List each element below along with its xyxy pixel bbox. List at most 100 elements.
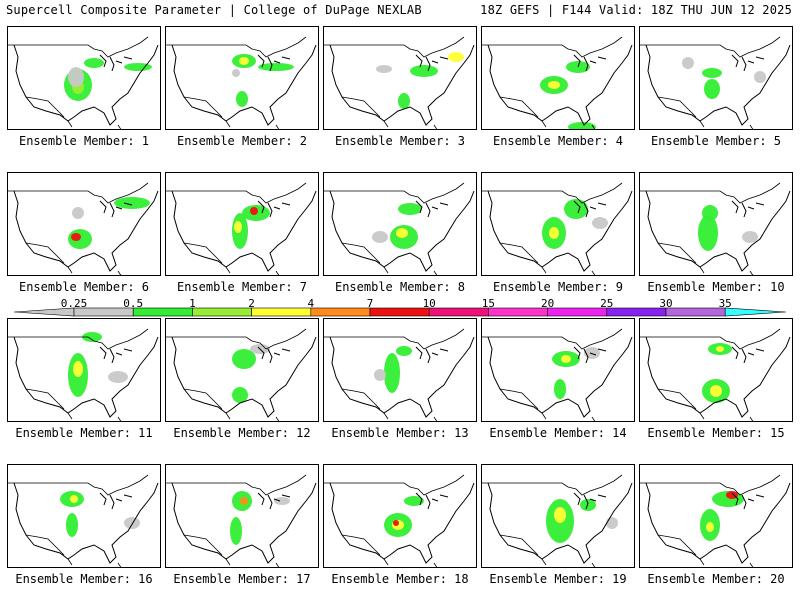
colorbar-bin (428, 307, 489, 317)
canada-border (640, 474, 781, 496)
scp-contour (448, 52, 464, 62)
scp-contour (84, 58, 104, 68)
colorbar-tick-label: 35 (718, 297, 732, 310)
ensemble-member-label: Ensemble Member: 6 (18, 280, 150, 294)
ensemble-map-6 (7, 172, 161, 276)
ensemble-map-14 (481, 318, 635, 422)
scp-contour (72, 207, 84, 219)
canada-border (640, 36, 781, 58)
great-lakes (257, 200, 291, 218)
canada-border (640, 182, 781, 204)
ensemble-member-label: Ensemble Member: 17 (173, 572, 311, 586)
scp-contour (554, 379, 566, 399)
colorbar-tick-label: 7 (366, 297, 374, 310)
mexico-border (341, 96, 381, 118)
scp-contour (232, 69, 240, 77)
gulf-islands (383, 558, 438, 567)
scp-contour (564, 199, 588, 219)
colorbar-tick-label: 2 (248, 297, 255, 310)
scp-contour (234, 221, 242, 233)
great-lakes (257, 54, 291, 72)
coastline (171, 336, 317, 418)
ensemble-map-12 (165, 318, 319, 422)
canada-border (166, 328, 307, 350)
ensemble-map-18 (323, 464, 477, 568)
scp-contour (108, 371, 128, 383)
canada-border (324, 36, 465, 58)
great-lakes (573, 492, 607, 510)
colorbar-tick-label: 1 (189, 297, 196, 310)
gulf-islands (383, 120, 438, 129)
us-map (8, 36, 159, 129)
ensemble-member-label: Ensemble Member: 5 (650, 134, 782, 148)
colorbar-graphic (13, 307, 787, 317)
mexico-border (25, 388, 65, 410)
great-lakes (731, 492, 765, 510)
gulf-islands (541, 412, 596, 421)
colorbar-tick-label: 15 (481, 297, 496, 310)
ensemble-member-label: Ensemble Member: 7 (176, 280, 308, 294)
gulf-islands (383, 412, 438, 421)
canada-border (166, 474, 307, 496)
canada-border (8, 36, 149, 58)
scp-contour (71, 233, 81, 241)
us-map (166, 182, 317, 275)
mexico-border (341, 534, 381, 556)
coastline (329, 44, 475, 126)
colorbar-tick-label: 4 (307, 297, 315, 310)
mexico-border (499, 242, 539, 264)
mexico-border (25, 96, 65, 118)
scp-contour (698, 215, 718, 251)
scp-contour (592, 217, 608, 229)
ensemble-map-13 (323, 318, 477, 422)
ensemble-map-3 (323, 26, 477, 130)
us-map (640, 474, 791, 567)
ensemble-member-label: Ensemble Member: 12 (173, 426, 311, 440)
scp-contour (702, 205, 718, 221)
gulf-islands (699, 558, 754, 567)
us-map (640, 182, 791, 275)
colorbar-tick-label: 20 (540, 297, 555, 310)
ensemble-member-label: Ensemble Member: 9 (492, 280, 624, 294)
great-lakes (257, 346, 291, 364)
gulf-islands (67, 412, 122, 421)
scp-contour (606, 517, 618, 529)
scp-contour (554, 507, 566, 523)
us-map (324, 474, 475, 567)
great-lakes (99, 492, 133, 510)
scp-contour (549, 227, 559, 239)
mexico-border (657, 96, 697, 118)
gulf-islands (541, 266, 596, 275)
gulf-islands (225, 120, 280, 129)
ensemble-map-4 (481, 26, 635, 130)
colorbar-right-arrow (724, 307, 787, 317)
gulf-islands (699, 120, 754, 129)
canada-border (8, 474, 149, 496)
ensemble-member-label: Ensemble Member: 4 (492, 134, 624, 148)
gulf-islands (67, 558, 122, 567)
ensemble-map-15 (639, 318, 793, 422)
colorbar-bin (310, 307, 371, 317)
scp-contour (372, 231, 388, 243)
colorbar (0, 296, 800, 318)
canada-border (8, 182, 149, 204)
scp-contour (710, 385, 722, 397)
mexico-border (25, 534, 65, 556)
coastline (171, 44, 317, 126)
scp-contour (240, 497, 248, 505)
us-map (8, 474, 159, 567)
canada-border (324, 474, 465, 496)
scp-contour (68, 67, 84, 87)
canada-border (482, 474, 623, 496)
ensemble-member-label: Ensemble Member: 15 (647, 426, 785, 440)
great-lakes (99, 346, 133, 364)
scp-contour (124, 63, 152, 71)
coastline (487, 190, 633, 272)
gulf-islands (225, 412, 280, 421)
ensemble-member-label: Ensemble Member: 10 (647, 280, 785, 294)
great-lakes (731, 346, 765, 364)
scp-contour (742, 231, 758, 243)
ensemble-map-9 (481, 172, 635, 276)
great-lakes (731, 200, 765, 218)
scp-contour (404, 496, 424, 506)
